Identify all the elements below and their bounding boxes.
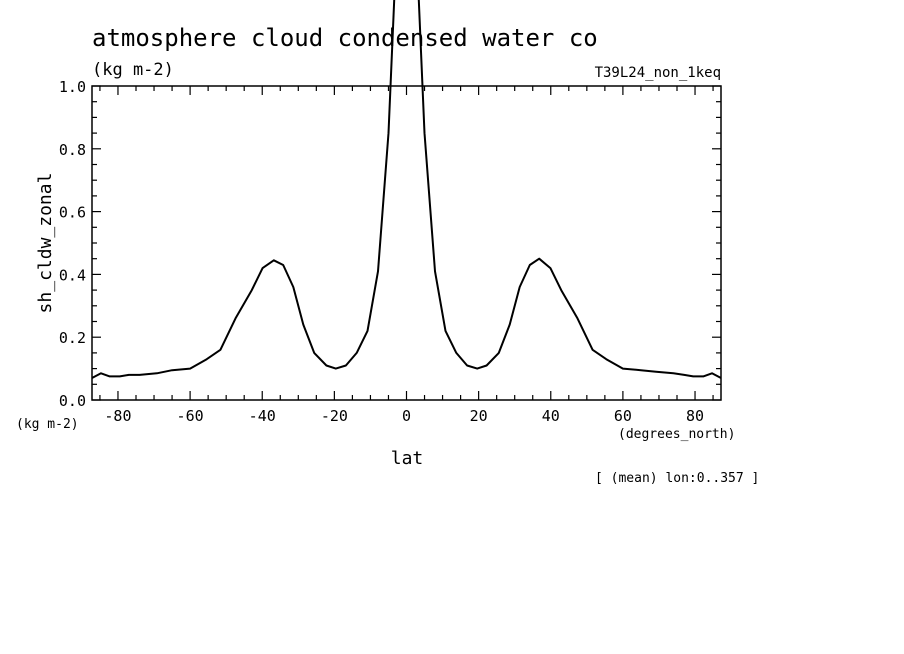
x-tick-label: -40 [249, 407, 276, 425]
x-tick-label: 80 [686, 407, 704, 425]
footnote: [ (mean) lon:0..357 ] [595, 471, 759, 486]
axis-ticks [92, 85, 721, 401]
x-tick-label: -60 [177, 407, 204, 425]
y-tick-label: 0.2 [59, 329, 86, 347]
x-tick-label: 60 [614, 407, 632, 425]
y-axis-units: (kg m-2) [16, 417, 79, 432]
x-tick-labels: -80 -60 -40 -20 0 20 40 60 80 [104, 407, 704, 425]
chart-subtitle-units: (kg m-2) [92, 60, 174, 80]
x-tick-label: 0 [402, 407, 411, 425]
chart-title: atmosphere cloud condensed water co [92, 24, 598, 52]
y-tick-label: 0.4 [59, 266, 86, 284]
series-line-sh-cldw-zonal [92, 0, 721, 379]
y-tick-label: 1.0 [59, 78, 86, 96]
x-tick-label: -20 [321, 407, 348, 425]
y-tick-label: 0.8 [59, 141, 86, 159]
y-tick-labels: 0.0 0.2 0.4 0.6 0.8 1.0 [59, 78, 86, 410]
x-axis-units: (degrees_north) [618, 427, 735, 442]
x-tick-label: 20 [470, 407, 488, 425]
y-tick-label: 0.6 [59, 204, 86, 222]
x-axis-label: lat [391, 448, 424, 469]
y-axis-label: sh_cldw_zonal [35, 173, 56, 314]
plot-frame [91, 85, 722, 401]
x-tick-label: 40 [542, 407, 560, 425]
x-tick-label: -80 [104, 407, 131, 425]
run-label: T39L24_non_1keq [595, 65, 721, 81]
y-tick-label: 0.0 [59, 392, 86, 410]
